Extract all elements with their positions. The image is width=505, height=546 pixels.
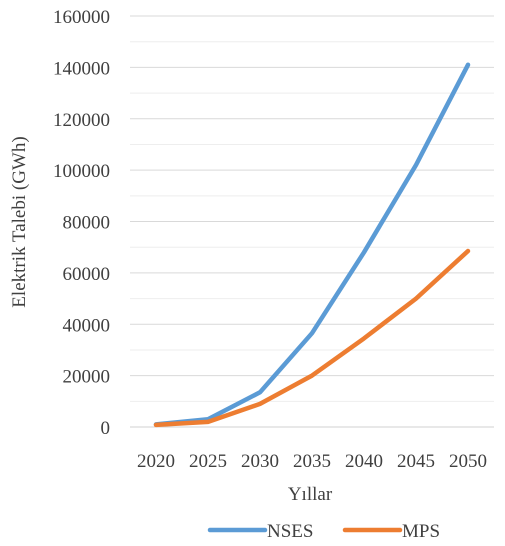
y-tick-label: 20000 <box>63 367 111 388</box>
y-tick-label: 40000 <box>63 315 111 336</box>
y-tick-label: 60000 <box>63 264 111 285</box>
y-tick-label: 120000 <box>53 110 110 131</box>
y-tick-label: 140000 <box>53 58 110 79</box>
x-tick-label: 2050 <box>449 451 487 472</box>
series-lines <box>153 62 471 428</box>
series-line-nses <box>153 62 471 427</box>
y-tick-label: 0 <box>101 418 111 439</box>
x-tick-label: 2030 <box>241 451 279 472</box>
legend: NSES MPS <box>207 521 440 542</box>
series-line-mps <box>153 248 471 428</box>
x-tick-label: 2035 <box>293 451 331 472</box>
gridlines <box>130 15 494 428</box>
y-tick-label: 80000 <box>63 213 111 234</box>
legend-label-mps: MPS <box>402 521 440 542</box>
y-tick-label: 100000 <box>53 161 110 182</box>
x-axis-label: Yıllar <box>288 484 333 505</box>
x-tick-label: 2040 <box>345 451 383 472</box>
y-axis-ticks: 0 20000 40000 60000 80000 100000 120000 140000 1… <box>53 7 110 439</box>
x-tick-label: 2020 <box>137 451 175 472</box>
x-axis-ticks: 2020 2025 2030 2035 2040 2045 2050 <box>137 451 487 472</box>
legend-label-nses: NSES <box>267 521 313 542</box>
y-axis-label: Elektrik Talebi (GWh) <box>9 136 30 307</box>
x-tick-label: 2025 <box>189 451 227 472</box>
x-tick-label: 2045 <box>397 451 435 472</box>
y-tick-label: 160000 <box>53 7 110 28</box>
